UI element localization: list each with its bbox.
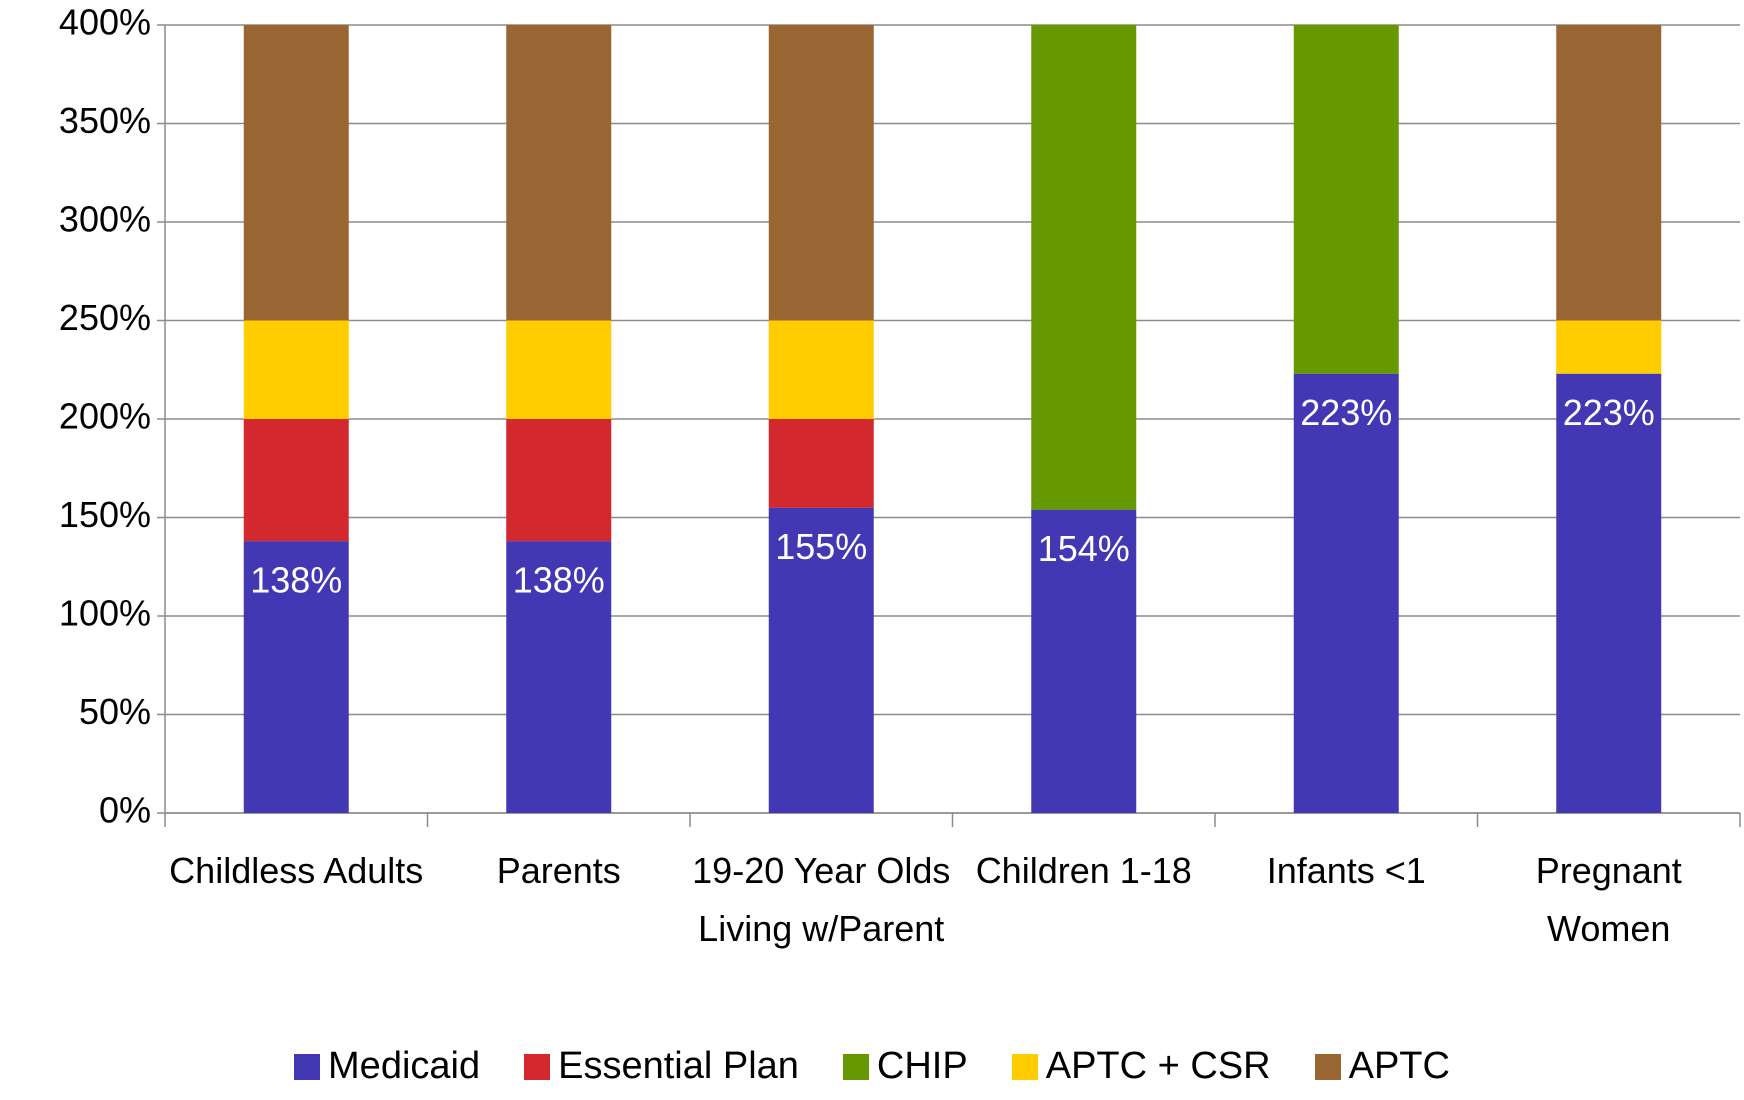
y-tick-label: 300%: [59, 199, 151, 240]
bar-segment: [768, 320, 874, 419]
legend-item: Medicaid: [294, 1045, 480, 1088]
legend-label: Medicaid: [328, 1045, 481, 1087]
bar-segment: [506, 541, 612, 813]
legend-item: CHIP: [842, 1045, 968, 1088]
y-tick-label: 200%: [59, 396, 151, 437]
bar-segment: [768, 25, 874, 321]
legend-swatch: [294, 1053, 321, 1080]
bar-segment: [506, 25, 612, 321]
data-label: 223%: [1563, 392, 1655, 433]
x-tick-label: Childless Adults: [169, 850, 424, 891]
bar-segment: [243, 25, 349, 321]
legend-swatch: [842, 1053, 869, 1080]
bar-segment: [243, 320, 349, 419]
legend: Medicaid Essential Plan CHIP APTC + CSR APTC: [0, 1045, 1744, 1088]
data-label: 223%: [1300, 392, 1392, 433]
bar-segment: [1031, 509, 1137, 813]
bar-segment: [1293, 373, 1399, 813]
data-label: 155%: [775, 526, 867, 567]
bar-segment: [768, 507, 874, 813]
legend-item: APTC + CSR: [1011, 1045, 1271, 1088]
legend-label: Essential Plan: [558, 1045, 799, 1087]
bar-segment: [506, 419, 612, 542]
legend-swatch: [524, 1053, 551, 1080]
bar-segment: [1031, 25, 1137, 510]
y-tick-label: 400%: [59, 2, 151, 43]
bar-segment: [506, 320, 612, 419]
x-tick-label: 19-20 Year Olds Living w/Parent: [692, 850, 951, 949]
y-tick-label: 250%: [59, 297, 151, 338]
bar-segment: [243, 541, 349, 813]
x-tick-label: Pregnant Women: [1535, 850, 1682, 949]
x-tick-label: Infants <1: [1266, 850, 1426, 891]
bar-segment: [1556, 320, 1662, 374]
legend-label: CHIP: [876, 1045, 968, 1087]
legend-swatch: [1314, 1053, 1341, 1080]
legend-label: APTC: [1348, 1045, 1450, 1087]
data-label: 154%: [1038, 528, 1130, 569]
legend-label: APTC + CSR: [1045, 1045, 1271, 1087]
bar-segment: [1556, 373, 1662, 813]
y-tick-label: 0%: [99, 790, 151, 831]
y-tick-label: 150%: [59, 494, 151, 535]
data-label: 138%: [513, 560, 605, 601]
legend-item: Essential Plan: [524, 1045, 799, 1088]
x-tick-label: Parents: [496, 850, 621, 891]
bar-segment: [768, 419, 874, 508]
y-tick-label: 50%: [79, 691, 151, 732]
legend-swatch: [1011, 1053, 1038, 1080]
bar-segment: [1293, 25, 1399, 374]
bar-segment: [1556, 25, 1662, 321]
bar-segment: [243, 419, 349, 542]
y-tick-label: 100%: [59, 593, 151, 634]
legend-item: APTC: [1314, 1045, 1450, 1088]
data-label: 138%: [250, 560, 342, 601]
x-tick-label: Children 1-18: [975, 850, 1192, 891]
y-tick-label: 350%: [59, 100, 151, 141]
